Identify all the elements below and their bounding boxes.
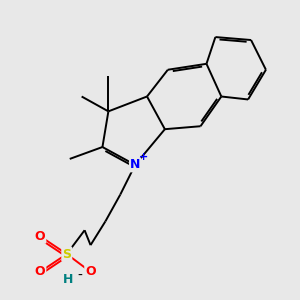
- Text: O: O: [35, 230, 45, 243]
- Text: S: S: [62, 248, 71, 260]
- Text: O: O: [85, 266, 96, 278]
- Text: -: -: [78, 268, 82, 282]
- Text: +: +: [139, 152, 148, 161]
- Text: O: O: [35, 266, 45, 278]
- Text: H: H: [63, 273, 74, 286]
- Text: N: N: [130, 158, 140, 171]
